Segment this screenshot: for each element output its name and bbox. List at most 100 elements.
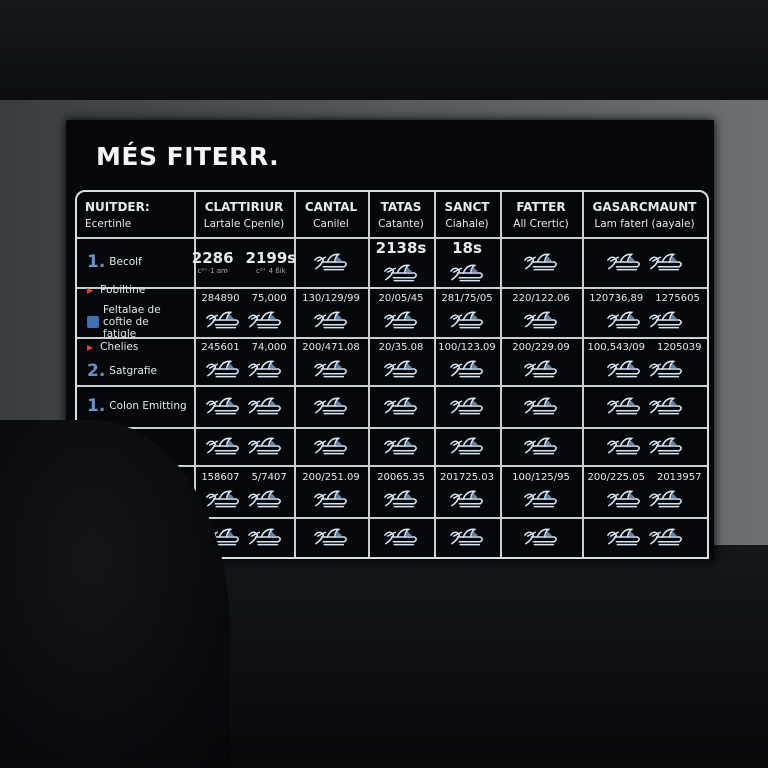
- table-cell[interactable]: 2138s: [368, 237, 434, 287]
- table-cell[interactable]: [434, 427, 500, 465]
- cell-icons: [605, 357, 685, 381]
- table-cell[interactable]: 281/75/05: [434, 287, 500, 337]
- column-header[interactable]: CLATTIRIUR Lartale Cpenle): [194, 192, 294, 237]
- table-cell[interactable]: [434, 385, 500, 427]
- table-cell[interactable]: [582, 517, 707, 557]
- table-cell[interactable]: [368, 427, 434, 465]
- table-cell[interactable]: 220/122.06: [500, 287, 582, 337]
- cell-value: 100/123.09: [438, 341, 496, 353]
- row-divider: [77, 287, 707, 289]
- table-cell[interactable]: [294, 237, 368, 287]
- table-cell[interactable]: 200/225.05 2013957: [582, 465, 707, 517]
- header-title: NUITDER:: [85, 199, 150, 214]
- row-label-text: Chelies: [100, 341, 139, 353]
- table-cell[interactable]: [368, 385, 434, 427]
- cell-value: 281/75/05: [441, 292, 493, 304]
- table-cell[interactable]: [294, 385, 368, 427]
- table-cell[interactable]: [582, 385, 707, 427]
- row-divider: [77, 517, 707, 519]
- seat-icon: [87, 316, 99, 328]
- row-label[interactable]: 1. Colon Emitting: [77, 385, 194, 427]
- row-label-text: Pobiltine: [100, 284, 146, 296]
- row-divider: [77, 465, 707, 467]
- table-cell[interactable]: [500, 517, 582, 557]
- vehicle-icon: [647, 394, 685, 418]
- row-label[interactable]: ▶ Chelies 2. Satgrafie: [77, 337, 194, 385]
- cell-value: 1205039: [656, 341, 702, 353]
- vehicle-icon: [647, 487, 685, 511]
- row-label[interactable]: 1. Becolf: [77, 237, 194, 287]
- table-cell[interactable]: [500, 385, 582, 427]
- cell-icons: [448, 261, 486, 285]
- cell-icons: [312, 434, 350, 458]
- cell-value: 201725.03: [439, 471, 495, 483]
- cell-icons: [382, 357, 420, 381]
- row-number: 1.: [87, 252, 106, 272]
- column-header[interactable]: NUITDER: Ecertinle: [77, 192, 194, 237]
- cell-icons: [522, 250, 560, 274]
- column-header[interactable]: FATTER All Crertic): [500, 192, 582, 237]
- column-divider: [368, 192, 370, 557]
- vehicle-icon: [204, 434, 242, 458]
- row-label-line: 2. Satgrafie: [87, 361, 157, 381]
- table-cell[interactable]: [194, 385, 294, 427]
- table-cell[interactable]: [194, 427, 294, 465]
- vehicle-icon: [448, 487, 486, 511]
- table-cell[interactable]: [294, 427, 368, 465]
- column-header[interactable]: TATAS Catante): [368, 192, 434, 237]
- table-cell[interactable]: 2286 c²⁺·1 am 2199s c²⁺ 4 ßik: [192, 237, 297, 287]
- cell-values: 130/129/99: [302, 293, 360, 304]
- table-cell[interactable]: 201725.03: [434, 465, 500, 517]
- table-cell[interactable]: [582, 427, 707, 465]
- vehicle-icon: [448, 394, 486, 418]
- table-cell[interactable]: [582, 237, 707, 287]
- table-cell[interactable]: 158607 5/7407: [194, 465, 294, 517]
- table-cell[interactable]: [500, 427, 582, 465]
- cell-value: 2013957: [656, 471, 702, 483]
- table-cell[interactable]: 284890 75,000: [194, 287, 294, 337]
- column-header[interactable]: GASARCMAUNT Lam faterl (aayale): [582, 192, 707, 237]
- vehicle-icon: [448, 261, 486, 285]
- vehicle-icon: [382, 394, 420, 418]
- cell-icons: [312, 394, 350, 418]
- table-cell[interactable]: [368, 517, 434, 557]
- row-number: 1.: [87, 396, 106, 416]
- table-cell[interactable]: [434, 517, 500, 557]
- cell-values: 20065.35: [377, 472, 425, 483]
- row-number: 2.: [87, 361, 106, 381]
- cell-icons: [522, 394, 560, 418]
- table-cell[interactable]: 20/05/45: [368, 287, 434, 337]
- table-cell[interactable]: 100/125/95: [500, 465, 582, 517]
- table-cell[interactable]: [294, 517, 368, 557]
- table-cell[interactable]: 130/129/99: [294, 287, 368, 337]
- cell-values: 281/75/05: [441, 293, 492, 304]
- cell-icons: [382, 434, 420, 458]
- cell-value: 5/7407: [251, 471, 287, 483]
- cell-value-large: 2199s: [245, 249, 297, 267]
- cell-icons: [448, 434, 486, 458]
- table-cell[interactable]: 18s: [434, 237, 500, 287]
- cell-icons: [382, 308, 420, 332]
- table-cell[interactable]: 100,543/09 1205039: [582, 337, 707, 385]
- table-cell[interactable]: 100/123.09: [434, 337, 500, 385]
- table-cell[interactable]: 20/35.08: [368, 337, 434, 385]
- table-cell[interactable]: 245601 74,000: [194, 337, 294, 385]
- column-header[interactable]: CANTAL Canilel: [294, 192, 368, 237]
- cell-icons: [312, 525, 350, 549]
- cell-values: 120736,89 1275605: [589, 293, 700, 304]
- header-title: FATTER: [516, 199, 566, 214]
- table-cell[interactable]: 200/229.09: [500, 337, 582, 385]
- table-cell[interactable]: 120736,89 1275605: [582, 287, 707, 337]
- row-label[interactable]: ▶ Pobiltine Feltalae de coftie de fatiqle: [77, 284, 194, 340]
- cell-icons: [204, 394, 284, 418]
- vehicle-icon: [246, 394, 284, 418]
- cell-icons: [204, 357, 284, 381]
- table-cell[interactable]: 200/251.09: [294, 465, 368, 517]
- table-cell[interactable]: 200/471.08: [294, 337, 368, 385]
- vehicle-icon: [312, 487, 350, 511]
- table-cell[interactable]: 20065.35: [368, 465, 434, 517]
- table-cell[interactable]: [500, 237, 582, 287]
- cell-values: 100/125/95: [512, 472, 570, 483]
- column-divider: [582, 192, 584, 557]
- column-header[interactable]: SANCT Ciahale): [434, 192, 500, 237]
